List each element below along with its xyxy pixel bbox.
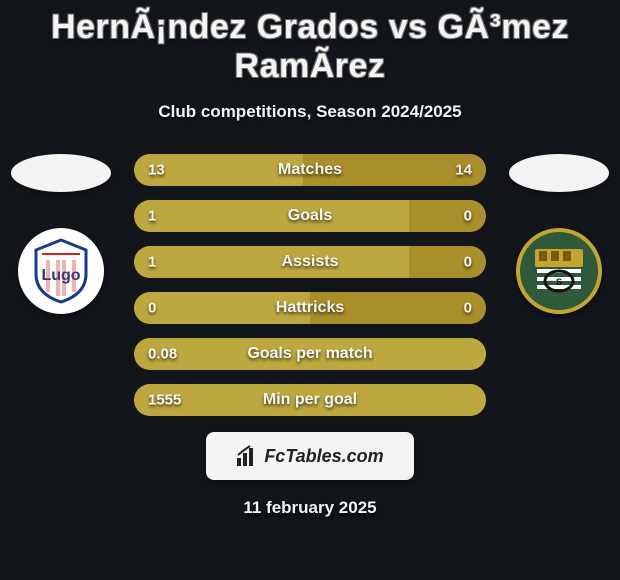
stat-value-left: 1 bbox=[148, 208, 156, 225]
flag-left-icon bbox=[11, 154, 111, 192]
date-line: 11 february 2025 bbox=[0, 498, 620, 518]
stat-value-left: 0.08 bbox=[148, 346, 177, 363]
stat-row: 0.08 Goals per match bbox=[134, 338, 486, 370]
bar-fill-left bbox=[134, 200, 409, 232]
bar-fill-right bbox=[409, 200, 486, 232]
flag-right-icon bbox=[509, 154, 609, 192]
stat-value-right: 0 bbox=[464, 254, 472, 271]
bar-fill-right bbox=[409, 246, 486, 278]
lugo-logo-icon: Lugo bbox=[26, 236, 96, 306]
bar-fill-left bbox=[134, 246, 409, 278]
stat-row: 13 Matches 14 bbox=[134, 154, 486, 186]
club-badge-left-icon: Lugo bbox=[18, 228, 104, 314]
stat-value-left: 1 bbox=[148, 254, 156, 271]
stat-label: Goals per match bbox=[247, 345, 372, 363]
stat-row: 1 Assists 0 bbox=[134, 246, 486, 278]
chart-icon bbox=[236, 445, 258, 467]
stats-bars: 13 Matches 14 1 Goals 0 1 Assists 0 0 Hattricks 0 0.… bbox=[116, 154, 504, 416]
stat-value-left: 0 bbox=[148, 300, 156, 317]
attribution-badge: FcTables.com bbox=[206, 432, 414, 480]
sestao-logo-icon: S bbox=[529, 241, 589, 301]
stat-value-right: 14 bbox=[455, 162, 472, 179]
attribution-text: FcTables.com bbox=[264, 446, 383, 467]
svg-text:S: S bbox=[556, 277, 562, 287]
player-right-col: S bbox=[504, 154, 614, 314]
stat-value-left: 1555 bbox=[148, 392, 181, 409]
stat-label: Hattricks bbox=[276, 299, 344, 317]
stat-label: Assists bbox=[282, 253, 339, 271]
club-badge-right-icon: S bbox=[516, 228, 602, 314]
stat-value-right: 0 bbox=[464, 208, 472, 225]
stat-label: Goals bbox=[288, 207, 332, 225]
stat-row: 1 Goals 0 bbox=[134, 200, 486, 232]
stat-row: 1555 Min per goal bbox=[134, 384, 486, 416]
stat-label: Matches bbox=[278, 161, 342, 179]
player-left-col: Lugo bbox=[6, 154, 116, 314]
title: HernÃ¡ndez Grados vs GÃ³mez RamÃ­rez bbox=[0, 8, 620, 86]
subtitle: Club competitions, Season 2024/2025 bbox=[0, 102, 620, 122]
stat-label: Min per goal bbox=[263, 391, 357, 409]
root: HernÃ¡ndez Grados vs GÃ³mez RamÃ­rez Clu… bbox=[0, 0, 620, 518]
stat-value-left: 13 bbox=[148, 162, 165, 179]
stat-row: 0 Hattricks 0 bbox=[134, 292, 486, 324]
main-row: Lugo 13 Matches 14 1 Goals 0 1 Assists 0 0 Hattric… bbox=[0, 154, 620, 416]
stat-value-right: 0 bbox=[464, 300, 472, 317]
